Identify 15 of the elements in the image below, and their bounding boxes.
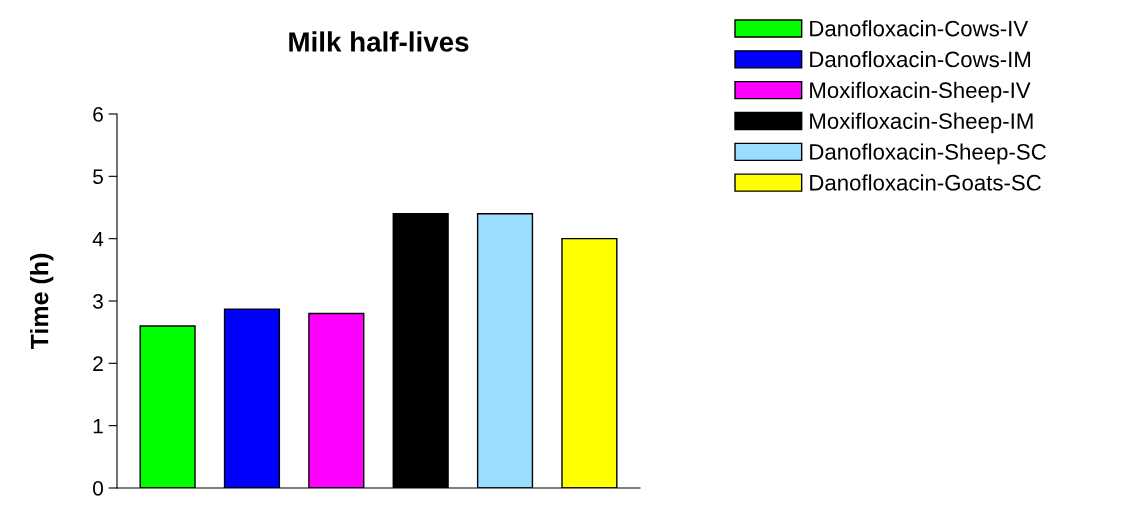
legend-label: Danofloxacin-Cows-IV (810, 20, 1029, 37)
legend-label: Moxifloxacin-Sheep-IV (810, 81, 1031, 103)
legend-label: Danofloxacin-Cows-IM (810, 50, 1031, 68)
y-tick-label: 1 (93, 418, 103, 434)
y-axis-title: Time (h) (30, 253, 54, 350)
y-tick-label: 5 (93, 169, 103, 185)
y-tick-label: 2 (93, 356, 103, 371)
y-tick-label: 6 (93, 107, 103, 122)
legend-label: Danofloxacin-Sheep-SC (810, 143, 1046, 165)
y-tick-label: 0 (93, 481, 103, 496)
legend-label: Danofloxacin-Goats-SC (810, 174, 1041, 191)
y-tick-label: 3 (93, 294, 103, 309)
legend-label: Moxifloxacin-Sheep-IM (810, 112, 1033, 134)
chart-title: Milk half-lives (289, 31, 469, 52)
y-tick-label: 4 (92, 231, 104, 247)
